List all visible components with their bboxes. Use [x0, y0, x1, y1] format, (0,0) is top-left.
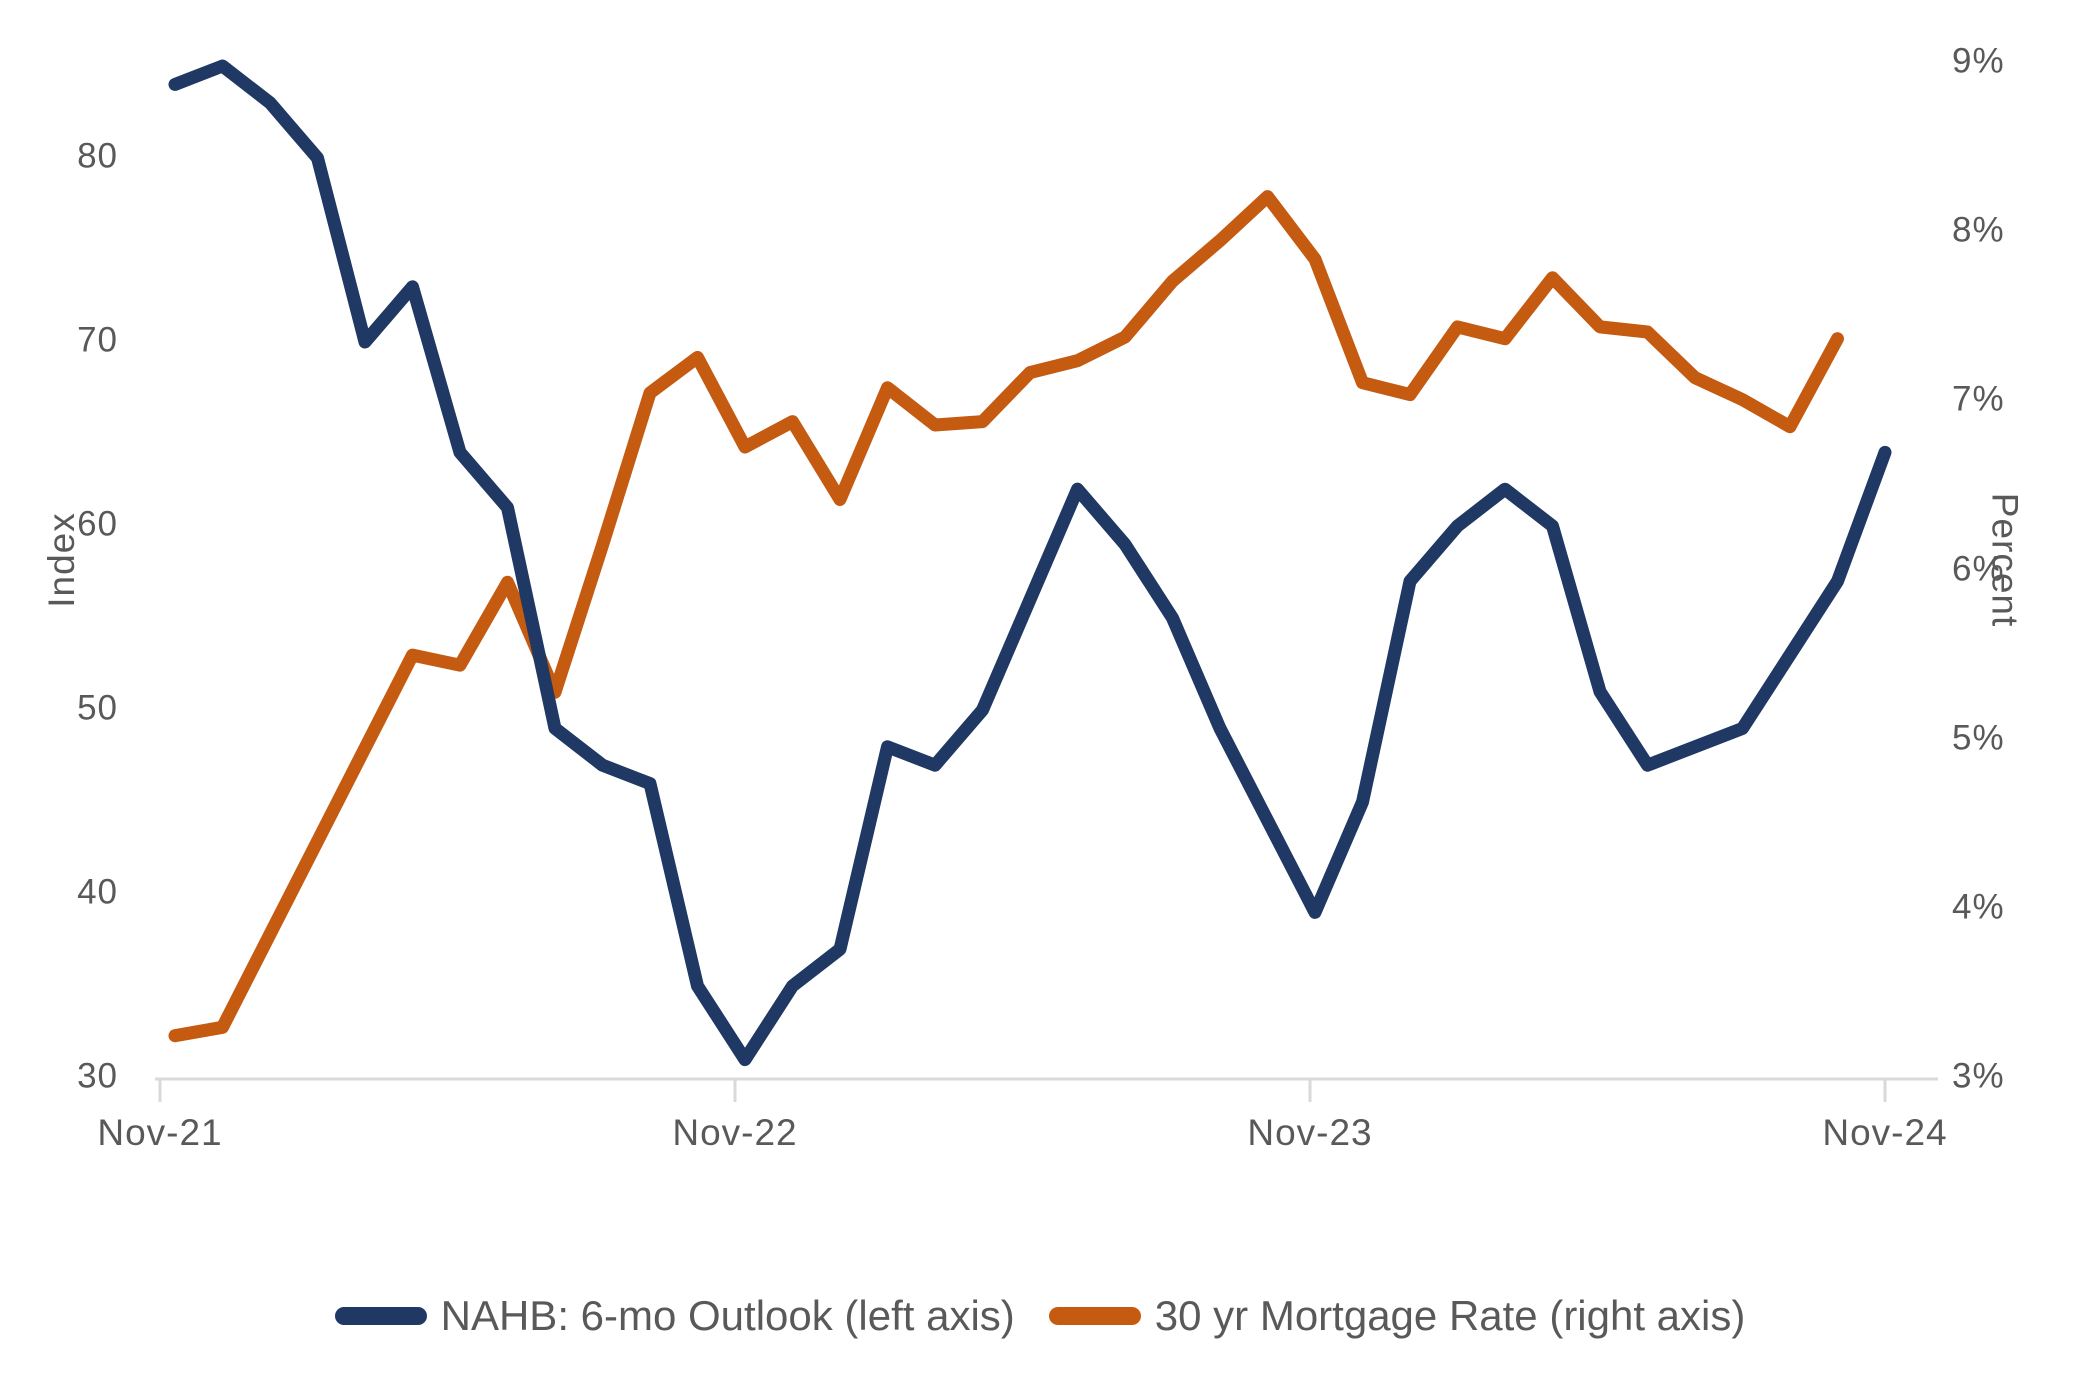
left-axis-tick-label: 60 [77, 504, 118, 544]
right-axis-title: Percent [1984, 492, 2026, 628]
legend-item-nahb: NAHB: 6-mo Outlook (left axis) [334, 1292, 1015, 1340]
right-axis-tick-label: 9% [1952, 41, 2005, 81]
nahb-legend-label: NAHB: 6-mo Outlook (left axis) [440, 1292, 1015, 1339]
right-axis-tick-label: 7% [1952, 379, 2005, 419]
mortgage-legend-label: 30 yr Mortgage Rate (right axis) [1154, 1292, 1746, 1339]
left-axis-tick-label: 30 [77, 1056, 118, 1096]
right-axis-tick-label: 4% [1952, 887, 2005, 927]
x-axis-tick-label: Nov-21 [97, 1112, 223, 1153]
x-axis-tick-label: Nov-22 [672, 1112, 798, 1153]
x-axis-tick-label: Nov-23 [1247, 1112, 1373, 1153]
legend-item-mortgage: 30 yr Mortgage Rate (right axis) [1048, 1292, 1746, 1340]
mortgage-rate-line [168, 190, 1844, 1043]
nahb-outlook-line [168, 59, 1892, 1067]
left-axis-tick-label: 50 [77, 688, 118, 728]
left-axis-tick-label: 70 [77, 320, 118, 360]
right-axis-tick-label: 8% [1952, 210, 2005, 250]
left-axis-title: Index [40, 512, 82, 608]
nahb-legend-swatch [334, 1307, 427, 1325]
left-axis-tick-label: 80 [77, 136, 118, 176]
right-axis-tick-label: 6% [1952, 548, 2005, 588]
left-axis-tick-label: 40 [77, 872, 118, 912]
right-axis-tick-label: 5% [1952, 718, 2005, 758]
x-axis-tick-label: Nov-24 [1822, 1112, 1948, 1153]
legend: NAHB: 6-mo Outlook (left axis) 30 yr Mor… [0, 1292, 2080, 1340]
right-axis-tick-label: 3% [1952, 1056, 2005, 1096]
x-axis-ticks [158, 1079, 1887, 1102]
mortgage-legend-swatch [1048, 1307, 1141, 1325]
